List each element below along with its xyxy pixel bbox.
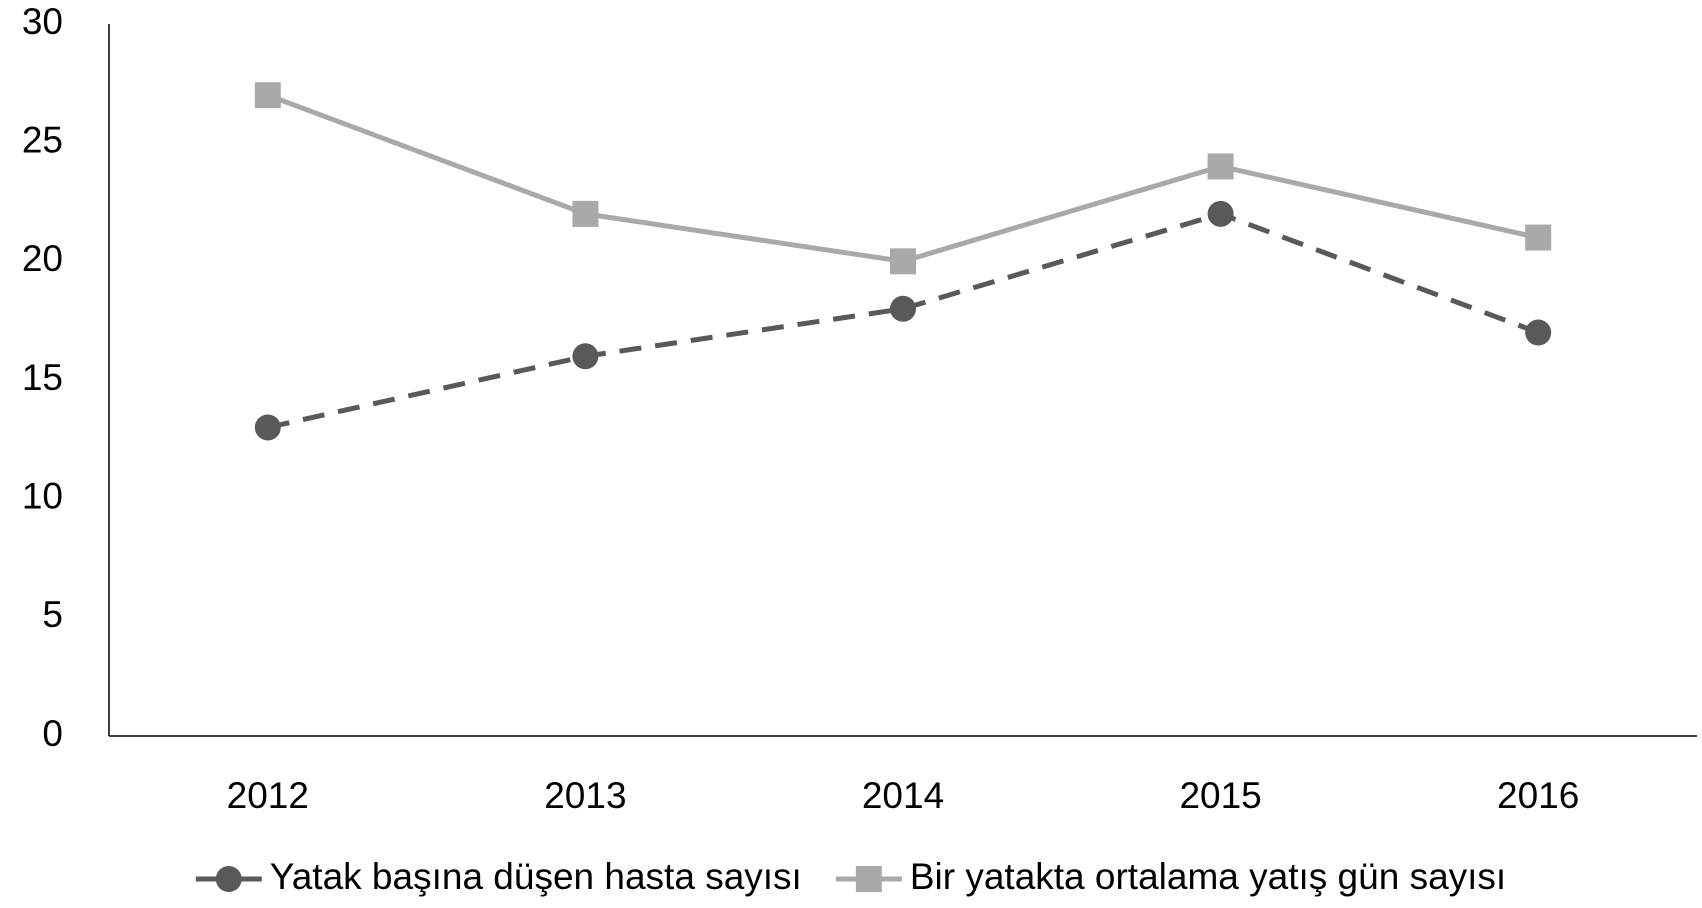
y-tick-label: 20 [22,238,63,279]
legend-item: Yatak başına düşen hasta sayısı [195,856,802,897]
marker [1525,224,1552,251]
y-tick-label: 25 [22,119,63,160]
x-tick-label: 2015 [1179,775,1261,816]
y-tick-label: 10 [22,475,63,516]
x-tick-label: 2013 [544,775,626,816]
series-line [266,92,1539,264]
marker [254,82,281,109]
marker [1207,153,1234,180]
marker [215,866,242,892]
legend: Yatak başına düşen hasta sayısı Bir yatak… [195,856,1506,897]
x-tick-label: 2016 [1497,775,1579,816]
series-line [267,211,1540,430]
legend-label: Yatak başına düşen hasta sayısı [270,856,802,897]
x-tick-label: 2012 [227,775,309,816]
marker [254,414,281,441]
y-tick-label: 30 [22,1,63,42]
marker [572,343,599,370]
y-tick-label: 5 [42,594,63,635]
marker [1525,319,1552,346]
x-tick-label: 2014 [862,775,944,816]
y-tick-label: 0 [42,713,63,754]
marker [890,295,916,322]
marker [855,866,882,892]
legend-label: Bir yatakta ortalama yatış gün sayısı [910,856,1506,897]
marker [572,200,599,227]
y-tick-label: 15 [22,357,63,398]
marker [890,248,916,275]
marker [1207,200,1234,227]
legend-item: Bir yatakta ortalama yatış gün sayısı [835,856,1506,897]
